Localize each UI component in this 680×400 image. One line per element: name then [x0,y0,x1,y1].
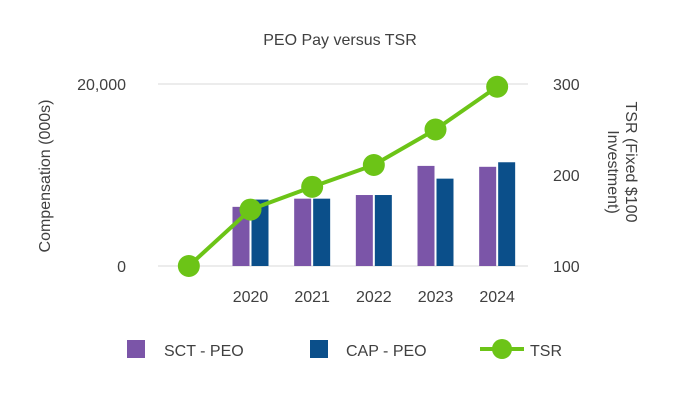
legend-label-sct-peo: SCT - PEO [164,343,244,360]
x-tick-label: 2024 [479,289,515,306]
legend-label-tsr: TSR [530,343,562,360]
legend-item-cap-peo: CAP - PEO [310,340,427,360]
legend-item-sct-peo: SCT - PEO [127,340,244,360]
y-left-tick-label: 0 [117,259,126,276]
tick-layer: 0 20,000 100 200 300 2020 2021 2022 2023 2024 [77,77,580,306]
x-tick-label: 2020 [233,289,269,306]
x-tick-label: 2022 [356,289,392,306]
bar-cap-peo-2022 [374,195,392,266]
bar-layer [232,162,516,266]
grid-layer [158,83,528,267]
chart-title: PEO Pay versus TSR [263,32,417,49]
y-right-tick-label: 300 [553,77,580,94]
bar-sct-peo-2022 [355,195,373,266]
point-tsr-2023 [424,118,447,141]
x-tick-label: 2023 [418,289,454,306]
bar-sct-peo-2023 [417,165,435,266]
point-tsr-2021 [301,175,324,198]
x-tick-label: 2021 [294,289,330,306]
point-tsr-2022 [362,153,385,176]
point-tsr-2020 [239,198,262,221]
point-tsr-2019 [177,255,200,277]
y-axis-right-label-line1: TSR (Fixed $100 [622,102,639,223]
legend: SCT - PEO CAP - PEO TSR [127,339,562,360]
legend-label-cap-peo: CAP - PEO [346,343,427,360]
line-tsr [187,85,499,268]
legend-swatch-cap-peo [310,340,328,358]
y-axis-right-label-line2: Investment) [604,130,621,214]
y-left-tick-label: 20,000 [77,77,126,94]
bar-sct-peo-2024 [479,166,497,266]
y-right-tick-label: 200 [553,168,580,185]
point-tsr-2024 [486,75,509,98]
bar-cap-peo-2024 [498,162,516,266]
y-axis-left-label: Compensation (000s) [37,100,54,253]
bar-sct-peo-2021 [294,198,312,266]
bar-cap-peo-2023 [436,178,454,266]
line-layer [177,75,509,277]
legend-item-tsr: TSR [480,339,562,360]
legend-marker-tsr [492,339,512,359]
legend-swatch-sct-peo [127,340,145,358]
bar-cap-peo-2021 [313,198,331,266]
y-right-tick-label: 100 [553,259,580,276]
